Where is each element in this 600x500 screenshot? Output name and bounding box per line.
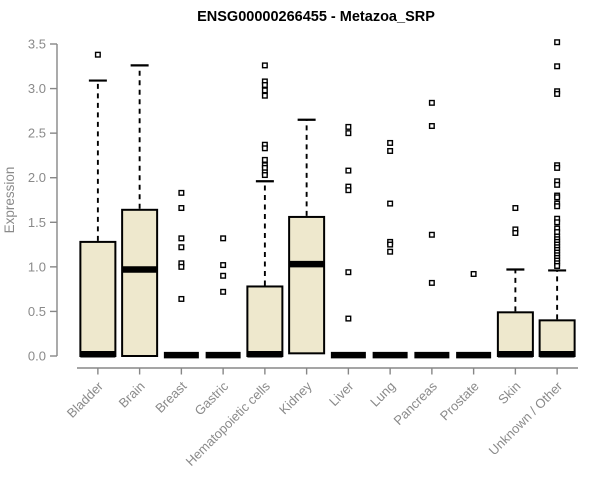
x-category-label-brain: Brain bbox=[116, 379, 148, 411]
box-kidney bbox=[288, 215, 326, 355]
outlier-gastric bbox=[220, 272, 227, 279]
outlier-hematopoietic-cells bbox=[261, 62, 268, 69]
y-tick-label: 2.0 bbox=[28, 170, 46, 185]
outlier-breast bbox=[178, 244, 185, 251]
boxes-layer bbox=[79, 39, 576, 359]
outlier-breast bbox=[178, 205, 185, 212]
x-category-label-pancreas: Pancreas bbox=[391, 378, 441, 428]
outlier-unknown-other bbox=[554, 262, 561, 269]
boxplot-unknown-other bbox=[538, 39, 576, 358]
y-tick-label: 3.0 bbox=[28, 81, 46, 96]
outlier-skin bbox=[512, 229, 519, 236]
y-tick-label: 1.5 bbox=[28, 215, 46, 230]
outlier-lung bbox=[387, 241, 394, 248]
outlier-unknown-other bbox=[554, 219, 561, 226]
outlier-unknown-other bbox=[554, 194, 561, 201]
y-tick-label: 0.5 bbox=[28, 304, 46, 319]
outlier-unknown-other bbox=[554, 164, 561, 171]
outlier-pancreas bbox=[428, 231, 435, 238]
x-category-label-gastric: Gastric bbox=[192, 378, 232, 418]
outlier-unknown-other bbox=[554, 90, 561, 97]
outlier-breast bbox=[178, 263, 185, 270]
outlier-liver bbox=[345, 269, 352, 276]
outlier-pancreas bbox=[428, 123, 435, 130]
x-category-label-lung: Lung bbox=[367, 379, 398, 410]
outlier-hematopoietic-cells bbox=[261, 172, 268, 179]
outlier-liver bbox=[345, 315, 352, 322]
x-category-label-bladder: Bladder bbox=[64, 378, 107, 421]
outlier-gastric bbox=[220, 235, 227, 242]
outlier-skin bbox=[512, 205, 519, 212]
outlier-breast bbox=[178, 235, 185, 242]
y-axis: 0.0 0.5 1.0 1.5 2.0 2.5 3.0 3.5 bbox=[28, 37, 58, 364]
outlier-liver bbox=[345, 123, 352, 130]
outlier-lung bbox=[387, 200, 394, 207]
outlier-pancreas bbox=[428, 99, 435, 106]
y-tick-label: 2.5 bbox=[28, 126, 46, 141]
boxplot-kidney bbox=[288, 118, 326, 355]
outlier-lung bbox=[387, 147, 394, 154]
boxplot-pancreas bbox=[414, 99, 450, 359]
chart-title: ENSG00000266455 - Metazoa_SRP bbox=[197, 9, 435, 25]
boxplot-skin bbox=[496, 205, 534, 358]
y-tick-label: 1.0 bbox=[28, 259, 46, 274]
box-bladder bbox=[79, 240, 117, 357]
boxplot-lung bbox=[372, 139, 408, 359]
x-category-label-skin: Skin bbox=[495, 379, 523, 407]
box-skin bbox=[496, 311, 534, 358]
outlier-prostate bbox=[470, 270, 477, 277]
outlier-hematopoietic-cells bbox=[261, 92, 268, 99]
outlier-liver bbox=[345, 167, 352, 174]
x-category-label-prostate: Prostate bbox=[437, 379, 482, 424]
boxplot-breast bbox=[163, 189, 199, 359]
outlier-breast bbox=[178, 189, 185, 196]
outlier-liver bbox=[345, 130, 352, 137]
outlier-hematopoietic-cells bbox=[261, 87, 268, 94]
outlier-lung bbox=[387, 248, 394, 255]
boxplot-bladder bbox=[79, 51, 117, 358]
x-category-label-liver: Liver bbox=[326, 378, 357, 409]
outlier-unknown-other bbox=[554, 203, 561, 210]
boxplot-prostate bbox=[456, 270, 492, 359]
y-tick-label: 3.5 bbox=[28, 37, 46, 52]
outlier-liver bbox=[345, 187, 352, 194]
outlier-gastric bbox=[220, 288, 227, 295]
outlier-hematopoietic-cells bbox=[261, 145, 268, 152]
boxplot-brain bbox=[121, 64, 159, 357]
outlier-pancreas bbox=[428, 279, 435, 286]
y-axis-label: Expression bbox=[2, 167, 17, 234]
outlier-hematopoietic-cells bbox=[261, 82, 268, 89]
outlier-unknown-other bbox=[554, 39, 561, 46]
outlier-lung bbox=[387, 139, 394, 146]
outlier-unknown-other bbox=[554, 63, 561, 70]
outlier-bladder bbox=[94, 51, 101, 58]
outlier-gastric bbox=[220, 262, 227, 269]
x-category-label-unknown-other: Unknown / Other bbox=[486, 378, 566, 458]
y-tick-label: 0.0 bbox=[28, 349, 46, 364]
boxplot-hematopoietic-cells bbox=[246, 62, 284, 358]
x-category-label-kidney: Kidney bbox=[276, 378, 315, 417]
box-unknown-other bbox=[538, 319, 576, 358]
outlier-breast bbox=[178, 295, 185, 302]
boxplot-gastric bbox=[205, 235, 241, 359]
boxplot-liver bbox=[330, 123, 366, 359]
box-hematopoietic-cells bbox=[246, 285, 284, 357]
x-category-label-breast: Breast bbox=[152, 378, 189, 415]
outlier-hematopoietic-cells bbox=[261, 156, 268, 163]
outlier-unknown-other bbox=[554, 181, 561, 188]
box-brain bbox=[121, 208, 159, 357]
